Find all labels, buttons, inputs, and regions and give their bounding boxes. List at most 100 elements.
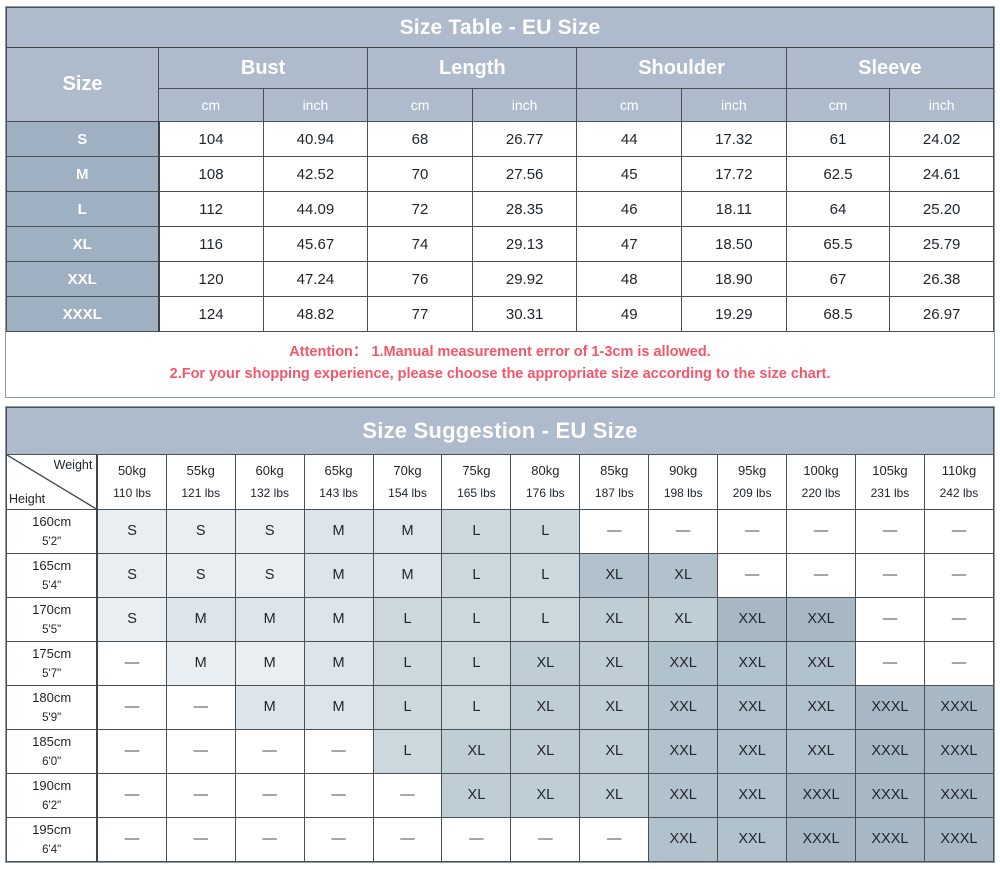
suggestion-cell: XL — [579, 552, 650, 598]
weight-kg: 70kg — [393, 463, 422, 479]
height-ft: 6'4" — [42, 843, 62, 856]
size-table-title-row: Size Table - EU Size — [6, 7, 994, 48]
weight-header-cell: 75kg 165 lbs — [441, 453, 512, 510]
attention-line-1: Attention： 1.Manual measurement error of… — [289, 344, 711, 360]
suggestion-cell: — — [510, 816, 581, 862]
weight-lbs: 187 lbs — [594, 485, 634, 500]
weight-header-cell: 110kg 242 lbs — [923, 453, 995, 510]
measure-cell: 116 — [158, 226, 264, 262]
suggestion-cell: — — [96, 816, 167, 862]
measure-cell: 48.82 — [262, 296, 369, 332]
height-cm: 180cm — [32, 689, 72, 705]
suggestion-cell: M — [165, 640, 236, 686]
size-label: L — [6, 191, 160, 227]
measure-cell: 47.24 — [262, 261, 369, 297]
suggestion-cell: XXXL — [923, 816, 995, 862]
measure-cell: 26.38 — [889, 261, 994, 297]
weight-header-cell: 65kg 143 lbs — [303, 453, 374, 510]
suggestion-cell: — — [923, 508, 995, 554]
suggestion-cell: XXL — [786, 596, 856, 642]
weight-kg: 80kg — [531, 463, 560, 479]
height-label: 175cm 5'7" — [6, 640, 99, 686]
suggestion-cell: XXXL — [854, 772, 925, 818]
suggestion-cell: — — [96, 772, 167, 818]
suggestion-cell: XXXL — [923, 684, 995, 730]
measure-cell: 47 — [576, 226, 683, 262]
suggestion-cell: XXXL — [786, 772, 856, 818]
suggestion-cell: — — [96, 684, 167, 730]
table-row: M 108 42.52 70 27.56 45 17.72 62.5 24.61 — [6, 156, 994, 192]
suggestion-cell: L — [372, 596, 443, 642]
height-ft: 5'9" — [42, 711, 62, 724]
suggestion-cell: XXL — [717, 772, 788, 818]
suggestion-cell: — — [854, 640, 925, 686]
weight-kg: 110kg — [941, 463, 977, 479]
unit-cell-length-cm: cm — [367, 88, 473, 122]
suggestion-cell: — — [579, 508, 650, 554]
suggestion-cell: M — [372, 552, 443, 598]
diagonal-divider-icon — [7, 455, 96, 509]
corner-height-label: Height — [9, 491, 46, 506]
weight-lbs: 143 lbs — [319, 485, 358, 500]
size-table-title: Size Table - EU Size — [6, 7, 994, 48]
suggestion-cell: XXL — [648, 728, 719, 774]
suggestion-cell: XXXL — [923, 772, 995, 818]
measure-cell: 74 — [367, 226, 473, 262]
suggestion-cell: M — [303, 552, 374, 598]
weight-kg: 100kg — [803, 463, 839, 479]
suggestion-cell: — — [165, 728, 236, 774]
measure-cell: 72 — [367, 191, 473, 227]
weight-kg: 55kg — [186, 463, 215, 479]
weight-lbs: 110 lbs — [113, 485, 151, 500]
size-label: XL — [6, 226, 160, 262]
measure-cell: 70 — [367, 156, 473, 192]
group-header-sleeve: Sleeve — [785, 47, 995, 89]
height-ft: 6'2" — [42, 799, 62, 812]
measure-cell: 28.35 — [471, 191, 578, 227]
suggestion-cell: — — [441, 816, 512, 862]
measure-cell: 18.50 — [681, 226, 787, 262]
measure-cell: 26.77 — [471, 121, 578, 157]
suggestion-cell: XL — [579, 772, 650, 818]
height-ft: 5'2" — [42, 535, 62, 548]
height-ft: 5'5" — [42, 623, 62, 636]
table-row: XXL 120 47.24 76 29.92 48 18.90 67 26.38 — [6, 261, 994, 297]
suggestion-cell: XXL — [717, 816, 788, 862]
suggestion-cell: L — [441, 508, 512, 554]
table-row: 175cm 5'7" — M M M L L XL XL XXL XXL XXL… — [6, 640, 995, 686]
measure-cell: 44 — [576, 121, 683, 157]
table-row: 160cm 5'2" S S S M M L L — — — — — — — [6, 508, 995, 554]
suggestion-cell: XXL — [786, 640, 856, 686]
suggestion-cell: S — [234, 508, 305, 554]
weight-header-cell: 90kg 198 lbs — [648, 453, 719, 510]
suggestion-cell: XL — [648, 596, 719, 642]
weight-lbs: 132 lbs — [250, 485, 289, 500]
measure-cell: 18.11 — [681, 191, 787, 227]
suggestion-cell: L — [372, 640, 443, 686]
weight-header-cell: 100kg 220 lbs — [786, 453, 856, 510]
suggestion-cell: — — [923, 552, 995, 598]
suggestion-cell: — — [786, 552, 856, 598]
suggestion-cell: XXXL — [854, 684, 925, 730]
suggestion-cell: XXL — [717, 728, 788, 774]
measure-cell: 42.52 — [262, 156, 369, 192]
measure-cell: 62.5 — [785, 156, 891, 192]
attention-row: Attention： 1.Manual measurement error of… — [6, 331, 994, 397]
suggestion-cell: XL — [648, 552, 719, 598]
weight-kg: 105kg — [872, 463, 908, 479]
table-row: XXXL 124 48.82 77 30.31 49 19.29 68.5 26… — [6, 296, 994, 332]
suggestion-cell: XXL — [717, 596, 788, 642]
measure-cell: 120 — [158, 261, 264, 297]
height-cm: 185cm — [32, 733, 72, 749]
table-row: 190cm 6'2" — — — — — XL XL XL XXL XXL XX… — [6, 772, 995, 818]
suggestion-cell: S — [96, 552, 167, 598]
weight-kg: 95kg — [738, 463, 767, 479]
weight-header-cell: 80kg 176 lbs — [510, 453, 581, 510]
suggestion-cell: XL — [441, 728, 512, 774]
suggestion-cell: M — [234, 596, 305, 642]
measure-cell: 45.67 — [262, 226, 369, 262]
suggestion-cell: XXL — [717, 640, 788, 686]
suggestion-cell: M — [303, 596, 374, 642]
suggestion-cell: XXXL — [854, 816, 925, 862]
table-row: XL 116 45.67 74 29.13 47 18.50 65.5 25.7… — [6, 226, 994, 262]
